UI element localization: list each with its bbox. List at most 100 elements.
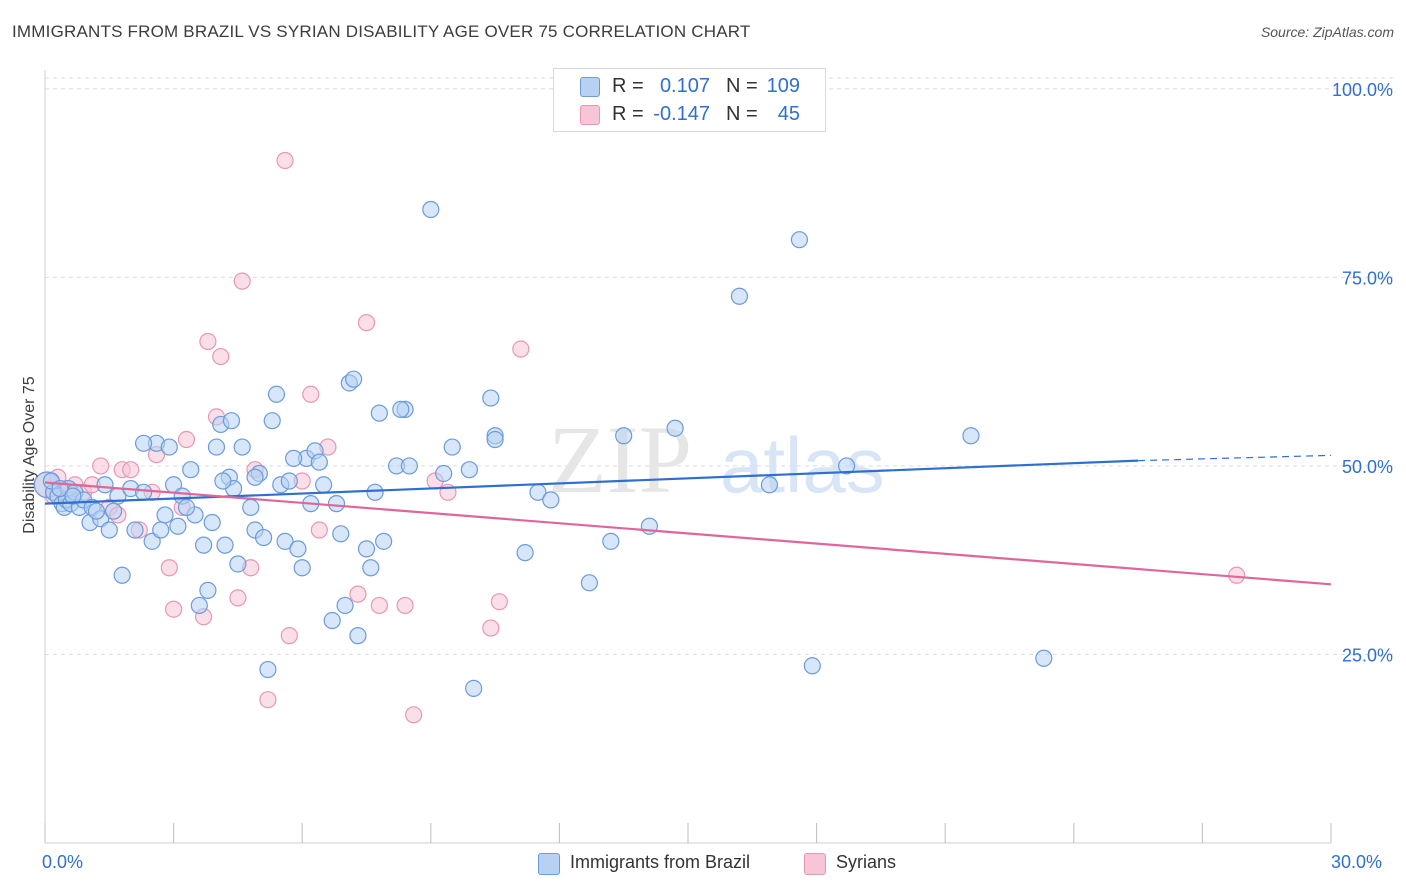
y-tick-label-100: 100.0%	[1332, 80, 1393, 100]
brazil-point	[460, 461, 478, 479]
axes	[44, 70, 1332, 844]
brazil-point	[315, 476, 333, 494]
brazil-point	[156, 506, 174, 524]
syrians-point	[259, 691, 277, 709]
brazil-point	[280, 472, 298, 490]
brazil-point	[267, 385, 286, 403]
brazil-point	[195, 536, 213, 554]
syrians-point	[177, 430, 196, 449]
syrians-point	[490, 593, 508, 611]
brazil-point	[285, 449, 303, 467]
brazil-point	[370, 404, 388, 422]
brazil-point	[838, 457, 856, 475]
brazil-points	[33, 200, 1053, 698]
brazil-point	[259, 660, 277, 679]
brazil-point	[327, 495, 346, 513]
brazil-point	[203, 513, 221, 532]
brazil-point	[233, 438, 251, 456]
brazil-point	[182, 461, 200, 479]
brazil-point	[143, 532, 161, 550]
syrians-point	[199, 332, 217, 351]
watermark-atlas: atlas	[720, 421, 885, 509]
brazil-point	[207, 438, 226, 456]
n-label: N =	[726, 75, 758, 97]
brazil-point	[516, 544, 534, 562]
brazil-point	[190, 596, 208, 615]
syrians-point	[233, 272, 251, 290]
brazil-point	[962, 427, 980, 445]
brazil-point	[349, 627, 367, 645]
syrians-point	[280, 627, 298, 645]
brazil-point	[323, 611, 341, 630]
brazil-point	[229, 555, 247, 573]
brazil-point	[160, 438, 178, 456]
brazil-point	[790, 231, 809, 249]
chart-title: IMMIGRANTS FROM BRAZIL VS SYRIAN DISABIL…	[12, 22, 751, 41]
y-tick-label-50: 50.0%	[1342, 457, 1393, 477]
n-value: 109	[766, 75, 800, 97]
brazil-point	[760, 476, 779, 494]
brazil-point	[96, 476, 114, 494]
brazil-point	[666, 419, 684, 437]
brazil-point	[242, 498, 260, 517]
brazil-point	[357, 540, 376, 558]
brazil-point	[276, 532, 294, 550]
brazil-point	[392, 400, 410, 418]
brazil-point	[100, 521, 118, 539]
brazil-point	[375, 532, 393, 550]
syrians-point	[302, 385, 320, 403]
brazil-point	[293, 559, 311, 577]
brazil-point	[177, 498, 196, 517]
syrians-swatch	[580, 105, 600, 125]
syrians-point	[160, 559, 178, 577]
brazil-point	[422, 200, 440, 219]
source-credit: Source: ZipAtlas.com	[1260, 24, 1394, 40]
syrians-point	[512, 340, 530, 358]
syrians-point	[276, 151, 294, 170]
brazil-point	[345, 370, 363, 388]
brazil-trend-extension	[1138, 454, 1332, 462]
legend-label-brazil: Immigrants from Brazil	[570, 852, 751, 872]
syrians-point	[229, 589, 247, 607]
brazil-point	[152, 521, 170, 539]
syrians-trend-line	[44, 481, 1332, 586]
brazil-point	[222, 412, 241, 430]
r-value: 0.107	[659, 75, 710, 97]
brazil-point	[126, 521, 144, 539]
brazil-point	[216, 536, 234, 554]
brazil-point	[199, 581, 217, 599]
brazil-point	[332, 525, 350, 543]
n-value: 45	[777, 103, 800, 125]
legend-label-syrians: Syrians	[836, 852, 897, 872]
syrians-point	[310, 521, 328, 539]
brazil-point	[400, 457, 418, 475]
r-value: -0.147	[653, 103, 710, 125]
stats-legend: R = 0.107 N = 109 R = -0.147 N = 45	[553, 68, 826, 132]
syrians-legend-swatch	[804, 853, 826, 875]
brazil-swatch	[580, 77, 600, 97]
brazil-point	[134, 434, 153, 452]
brazil-point	[310, 453, 328, 471]
syrians-point	[92, 457, 110, 475]
y-tick-label-75: 75.0%	[1342, 268, 1393, 288]
brazil-point	[134, 483, 153, 501]
series-legend: Immigrants from Brazil Syrians	[0, 851, 1406, 879]
brazil-point	[246, 468, 264, 486]
brazil-point	[214, 472, 232, 490]
brazil-point	[465, 679, 483, 698]
brazil-point	[803, 657, 821, 675]
brazil-point	[104, 502, 123, 520]
syrians-point	[165, 600, 183, 618]
syrians-point	[482, 619, 500, 637]
brazil-point	[1035, 649, 1053, 667]
stats-row-syrians: R = -0.147 N = 45	[554, 101, 825, 127]
brazil-point	[435, 464, 453, 483]
brazil-point	[169, 517, 187, 535]
y-tick-labels: 25.0% 50.0% 75.0% 100.0%	[1332, 80, 1393, 666]
syrians-point	[1228, 566, 1246, 584]
x-tick-label-min: 0.0%	[42, 852, 84, 872]
brazil-point	[443, 438, 461, 456]
brazil-point	[486, 430, 504, 449]
stats-row-brazil: R = 0.107 N = 109	[554, 73, 825, 99]
